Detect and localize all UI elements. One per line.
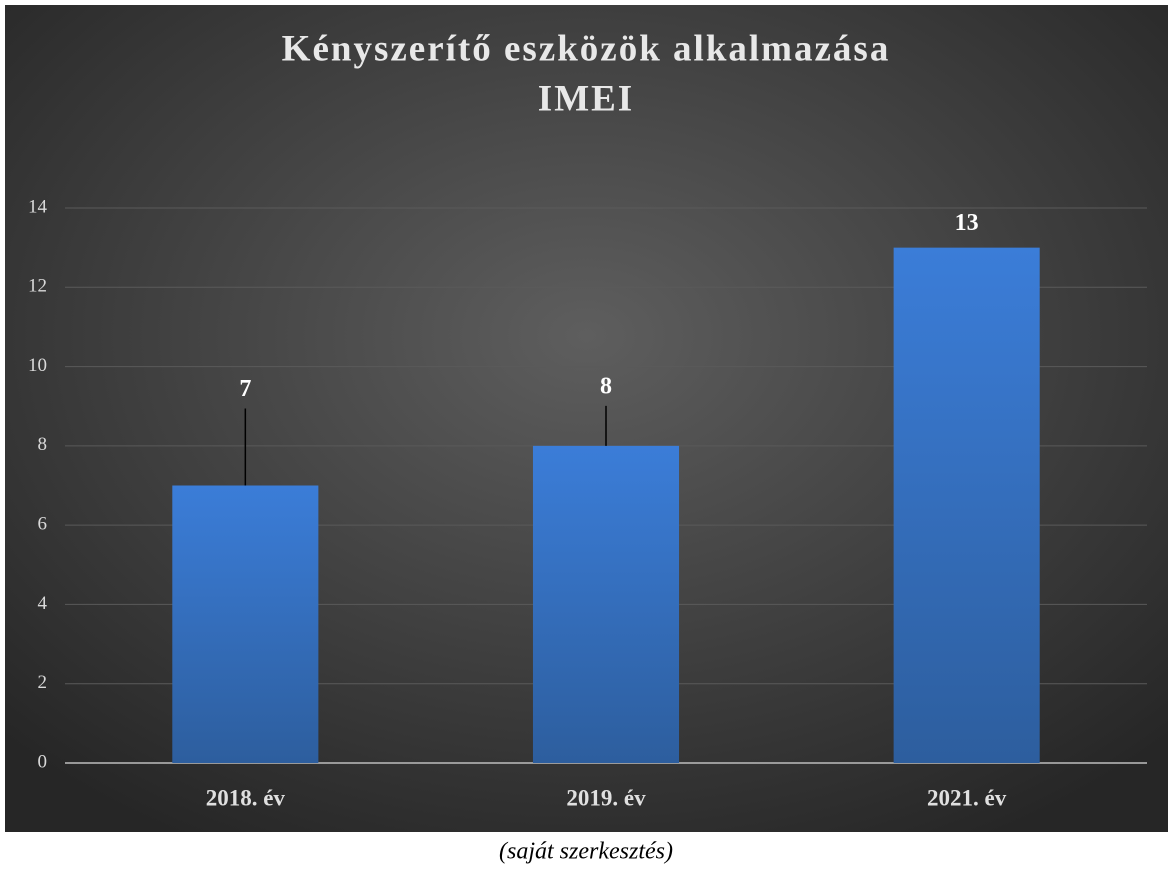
x-tick-label: 2021. év bbox=[927, 785, 1007, 810]
chart-title: Kényszerítő eszközök alkalmazása bbox=[282, 28, 891, 69]
x-tick-label: 2018. év bbox=[206, 785, 286, 810]
y-tick-label: 14 bbox=[28, 196, 48, 217]
bar bbox=[893, 247, 1040, 764]
x-tick-label: 2019. év bbox=[566, 785, 646, 810]
y-tick-label: 8 bbox=[38, 434, 48, 455]
data-label: 8 bbox=[600, 373, 612, 399]
data-label: 13 bbox=[955, 210, 979, 236]
bar bbox=[172, 485, 319, 763]
chart-subtitle: IMEI bbox=[538, 78, 634, 119]
y-tick-label: 2 bbox=[38, 672, 48, 693]
y-tick-label: 4 bbox=[38, 593, 48, 614]
caption: (saját szerkesztés) bbox=[499, 839, 673, 865]
y-tick-label: 12 bbox=[28, 276, 47, 297]
y-tick-label: 0 bbox=[38, 751, 48, 772]
data-label: 7 bbox=[239, 376, 251, 402]
bar bbox=[532, 445, 680, 763]
y-tick-label: 6 bbox=[38, 514, 48, 535]
y-tick-label: 10 bbox=[28, 355, 47, 376]
